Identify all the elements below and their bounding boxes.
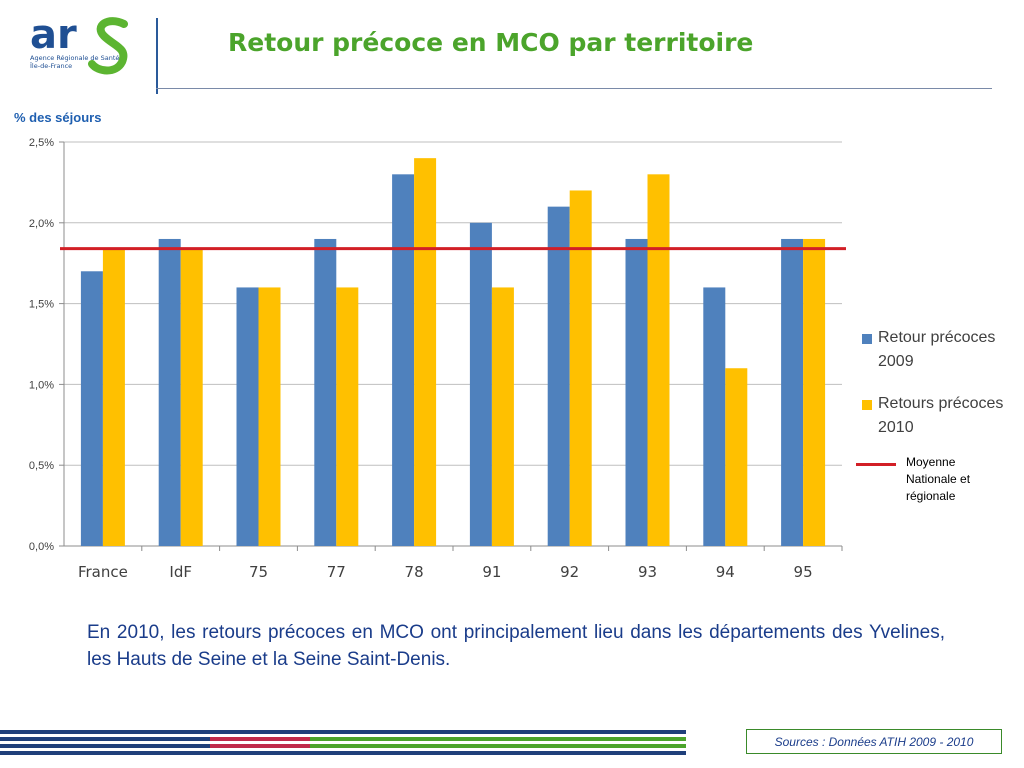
x-tick-label: 75 — [249, 563, 268, 581]
bar-2010 — [569, 190, 592, 547]
bar-2009 — [703, 287, 726, 546]
header-divider-horizontal — [156, 88, 992, 89]
bar-2010 — [258, 287, 281, 546]
y-tick-label: 1,5% — [29, 299, 54, 311]
bar-2010 — [647, 174, 670, 546]
legend-swatch-2010 — [862, 400, 872, 410]
y-axis-label: % des séjours — [14, 110, 102, 125]
bar-2009 — [314, 238, 337, 546]
header-divider-vertical — [156, 18, 158, 94]
bar-2010 — [180, 248, 203, 546]
bar-2009 — [392, 174, 415, 546]
y-tick-label: 2,5% — [29, 137, 54, 149]
x-tick-label: 94 — [716, 563, 735, 581]
bar-2009 — [469, 222, 492, 547]
bar-2009 — [781, 238, 804, 546]
logo-subtitle-2: Île-de-France — [30, 61, 72, 70]
bar-2009 — [547, 206, 570, 546]
x-tick-label: France — [78, 563, 128, 581]
x-tick-label: 95 — [794, 563, 813, 581]
bar-2009 — [158, 238, 181, 546]
source-text: Sources : Données ATIH 2009 - 2010 — [774, 735, 974, 749]
source-box: Sources : Données ATIH 2009 - 2010 — [746, 729, 1002, 754]
x-tick-label: IdF — [169, 563, 192, 581]
page-title: Retour précoce en MCO par territoire — [228, 28, 754, 57]
footer-stripes — [0, 728, 686, 755]
x-tick-label: 92 — [560, 563, 579, 581]
logo-subtitle-1: Agence Régionale de Santé — [30, 54, 119, 62]
bar-2010 — [102, 248, 125, 546]
bar-2010 — [336, 287, 359, 546]
commentary-text: En 2010, les retours précoces en MCO ont… — [87, 622, 945, 670]
x-tick-label: 77 — [327, 563, 346, 581]
legend-label-2010: Retours précoces 2010 — [878, 395, 1004, 436]
logo-s-mark — [88, 17, 128, 75]
bar-2010 — [803, 238, 826, 546]
bar-2009 — [625, 238, 648, 546]
ars-logo: ar Agence Régionale de Santé Île-de-Fran… — [30, 14, 128, 75]
x-tick-label: 93 — [638, 563, 657, 581]
reference-legend-label: Moyenne Nationale et régionale — [906, 455, 971, 503]
reference-legend-line — [856, 463, 896, 466]
legend-swatch-2009 — [862, 334, 872, 344]
bar-2009 — [80, 271, 103, 546]
y-tick-label: 0,0% — [29, 541, 54, 553]
legend-label-2009: Retour précoces 2009 — [878, 329, 996, 370]
bar-chart: 0,0% 0,5% 1,0% 1,5% 2,0% 2,5% France IdF 75 77 78 9… — [29, 137, 846, 581]
y-tick-label: 0,5% — [29, 460, 54, 472]
y-tick-label: 2,0% — [29, 218, 54, 230]
y-tick-label: 1,0% — [29, 379, 54, 391]
x-tick-label: 91 — [482, 563, 501, 581]
x-tick-label: 78 — [405, 563, 424, 581]
bar-2010 — [725, 368, 748, 546]
bar-2010 — [414, 158, 437, 546]
bar-2009 — [236, 287, 259, 546]
logo-letters: ar — [30, 14, 77, 58]
bar-2010 — [491, 287, 514, 546]
